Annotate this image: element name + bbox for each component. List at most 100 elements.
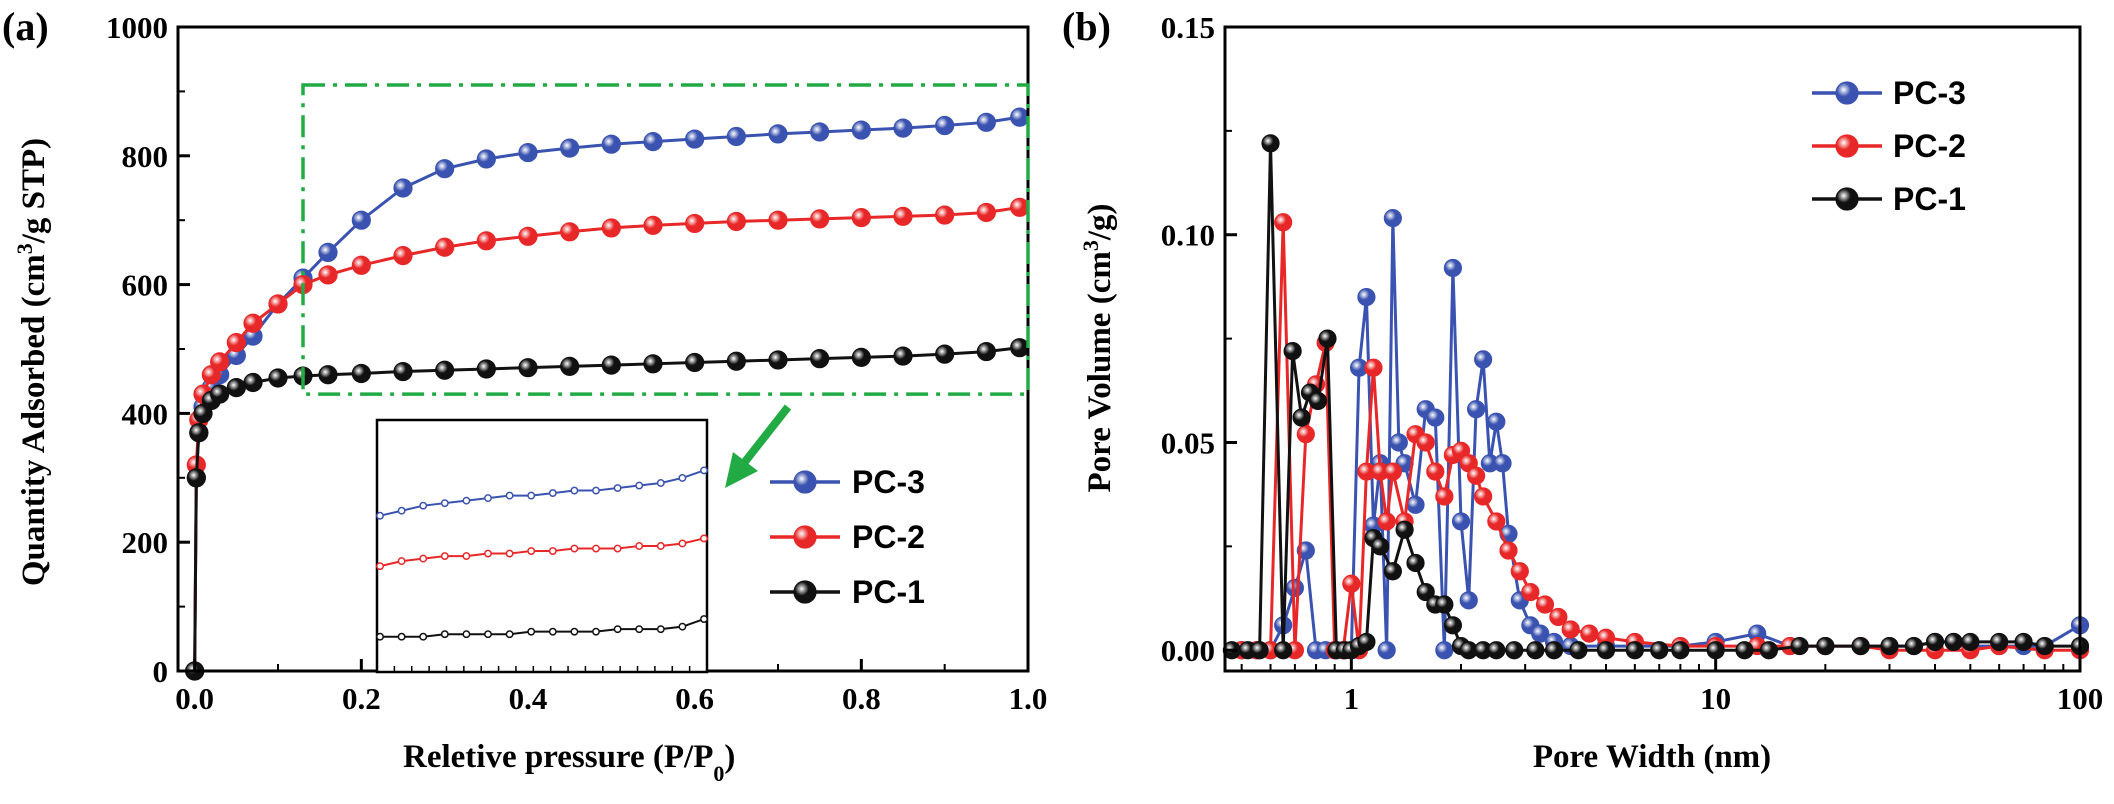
inset-point-pc-1: [656, 625, 665, 634]
data-point-pc-1: [1671, 641, 1690, 660]
data-point-pc-1: [1283, 341, 1302, 361]
data-point-pc-2: [226, 332, 246, 353]
inset-point-pc-2: [527, 547, 536, 555]
data-point-pc-1: [226, 378, 246, 398]
data-point-pc-2: [1521, 582, 1540, 602]
data-point-pc-1: [1569, 641, 1588, 660]
legend-marker: [1835, 134, 1859, 158]
data-point-pc-1: [1308, 391, 1328, 411]
data-point-pc-3: [476, 149, 496, 169]
data-point-pc-2: [851, 208, 871, 228]
chart-panel-b: (b) 1 10 100 0.00 0.05 0.10 0.15 Pore Width (…: [1062, 4, 2103, 775]
inset-point-pc-3: [592, 486, 600, 495]
data-point-pc-3: [851, 120, 871, 140]
data-point-pc-1: [1990, 632, 2009, 652]
data-point-pc-1: [1406, 553, 1425, 573]
data-point-pc-2: [1383, 462, 1402, 481]
data-point-pc-1: [1274, 641, 1293, 660]
inset-point-pc-1: [700, 615, 708, 624]
data-point-pc-1: [318, 365, 338, 385]
panel-label-a: (a): [2, 4, 49, 49]
data-point-pc-3: [1451, 512, 1471, 531]
data-point-pc-1: [1650, 641, 1669, 660]
data-point-pc-3: [1474, 350, 1493, 369]
inset-point-pc-3: [505, 491, 514, 500]
data-point-pc-2: [768, 210, 788, 230]
data-point-pc-1: [268, 368, 288, 388]
data-point-pc-1: [1526, 641, 1545, 660]
x-tick-label: 0.4: [509, 681, 548, 716]
legend-marker: [793, 470, 817, 494]
data-point-pc-3: [1377, 641, 1396, 660]
data-point-pc-1: [810, 349, 830, 369]
data-point-pc-1: [1292, 408, 1311, 427]
data-point-pc-3: [726, 126, 746, 147]
data-point-pc-3: [935, 115, 955, 136]
legend-entry-pc-1: PC-1: [770, 574, 925, 610]
data-point-pc-3: [685, 129, 705, 149]
data-point-pc-3: [1389, 433, 1408, 452]
data-point-pc-2: [685, 213, 705, 234]
inset-point-pc-3: [570, 486, 579, 495]
data-point-pc-3: [1443, 258, 1463, 278]
data-point-pc-1: [1383, 562, 1402, 581]
y-tick-label: 400: [122, 396, 169, 431]
inset-point-pc-1: [376, 632, 384, 641]
data-point-pc-1: [851, 347, 871, 367]
x-tick-label: 0.8: [842, 681, 881, 716]
inset-point-pc-3: [440, 499, 449, 508]
legend-label: PC-1: [1893, 181, 1966, 217]
data-point-pc-1: [1904, 636, 1923, 656]
inset-point-pc-2: [570, 544, 579, 553]
data-point-pc-3: [1493, 454, 1512, 473]
inset-point-pc-1: [548, 627, 557, 636]
panel-a-y-axis-label: Quantity Adsorbed (cm3/g STP): [12, 138, 52, 586]
data-point-pc-2: [560, 222, 580, 242]
inset-line-pc-3: [379, 469, 705, 517]
data-point-pc-2: [976, 202, 996, 223]
legend-label: PC-3: [852, 464, 925, 500]
data-point-pc-2: [351, 255, 371, 275]
y-tick-label: 0.15: [1161, 10, 1215, 45]
data-point-pc-2: [935, 205, 955, 225]
legend-marker: [1835, 81, 1859, 105]
panel-b-y-axis-label: Pore Volume (cm3/g): [1078, 203, 1118, 492]
legend-entry-pc-3: PC-3: [1812, 75, 1966, 111]
y-tick-label: 800: [122, 139, 169, 174]
inset-point-pc-1: [678, 622, 687, 631]
inset-point-pc-2: [656, 542, 665, 550]
inset-point-pc-3: [376, 511, 384, 520]
data-point-pc-3: [1406, 495, 1425, 514]
panel-a-legend: PC-3 PC-2 PC-1: [770, 464, 925, 610]
data-point-pc-3: [1383, 209, 1402, 228]
y-tick-label: 600: [122, 268, 169, 303]
inset-point-pc-3: [678, 474, 687, 482]
inset-point-pc-1: [462, 630, 471, 639]
data-point-pc-3: [435, 159, 455, 179]
data-point-pc-1: [1706, 641, 1725, 660]
x-tick-label: 10: [1700, 681, 1731, 716]
data-point-pc-2: [1435, 487, 1454, 506]
data-point-pc-1: [1487, 641, 1506, 660]
panel-a-series-layer: [185, 107, 1030, 681]
data-point-pc-2: [1010, 197, 1030, 217]
inset-point-pc-2: [613, 544, 622, 553]
data-point-pc-2: [1426, 462, 1445, 481]
inset-point-pc-2: [548, 547, 557, 555]
inset-point-pc-1: [592, 627, 600, 636]
panel-b-plot-frame: [1223, 25, 2082, 673]
inset-point-pc-3: [613, 484, 622, 492]
data-point-pc-2: [1499, 541, 1518, 560]
legend-marker: [1835, 187, 1859, 211]
data-point-pc-1: [1880, 636, 1899, 656]
data-point-pc-1: [1435, 595, 1454, 614]
inset-point-pc-1: [613, 625, 622, 634]
data-point-pc-1: [1416, 582, 1435, 602]
inset-point-pc-2: [700, 534, 708, 543]
data-point-pc-3: [1466, 400, 1486, 419]
inset-point-pc-2: [635, 542, 644, 550]
inset-point-pc-3: [635, 481, 644, 490]
data-point-pc-2: [476, 231, 496, 251]
data-point-pc-2: [1561, 620, 1580, 639]
data-point-pc-1: [1357, 632, 1376, 652]
